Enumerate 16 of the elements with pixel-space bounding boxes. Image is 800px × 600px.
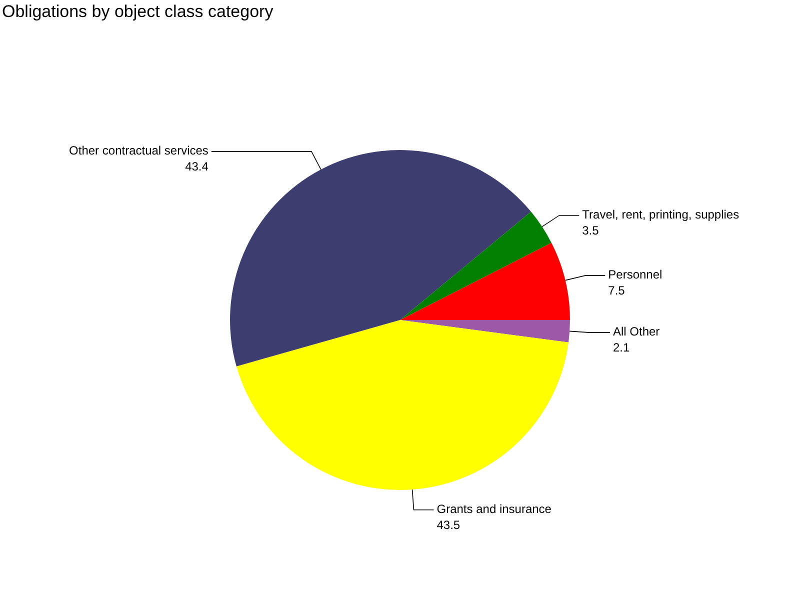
slice-label: Grants and insurance [436,502,552,516]
slice-label: Travel, rent, printing, supplies [582,207,740,222]
pie-slice [400,242,570,320]
pie-slice [236,320,569,490]
pie-slice [400,212,552,320]
pie-slice [230,150,531,366]
data-label: 3.5 [582,223,600,238]
pie-slice [400,320,570,342]
slice-label: Personnel [608,268,662,282]
data-label: 43.5 [436,518,460,532]
data-label: 43.4 [185,159,209,174]
slice-label: Other contractual services [69,143,208,158]
data-label: 7.5 [608,284,626,298]
slice-label: All Other [612,324,660,339]
chart-title: Obligations by object class category [2,2,274,21]
data-label: 2.1 [612,340,630,355]
